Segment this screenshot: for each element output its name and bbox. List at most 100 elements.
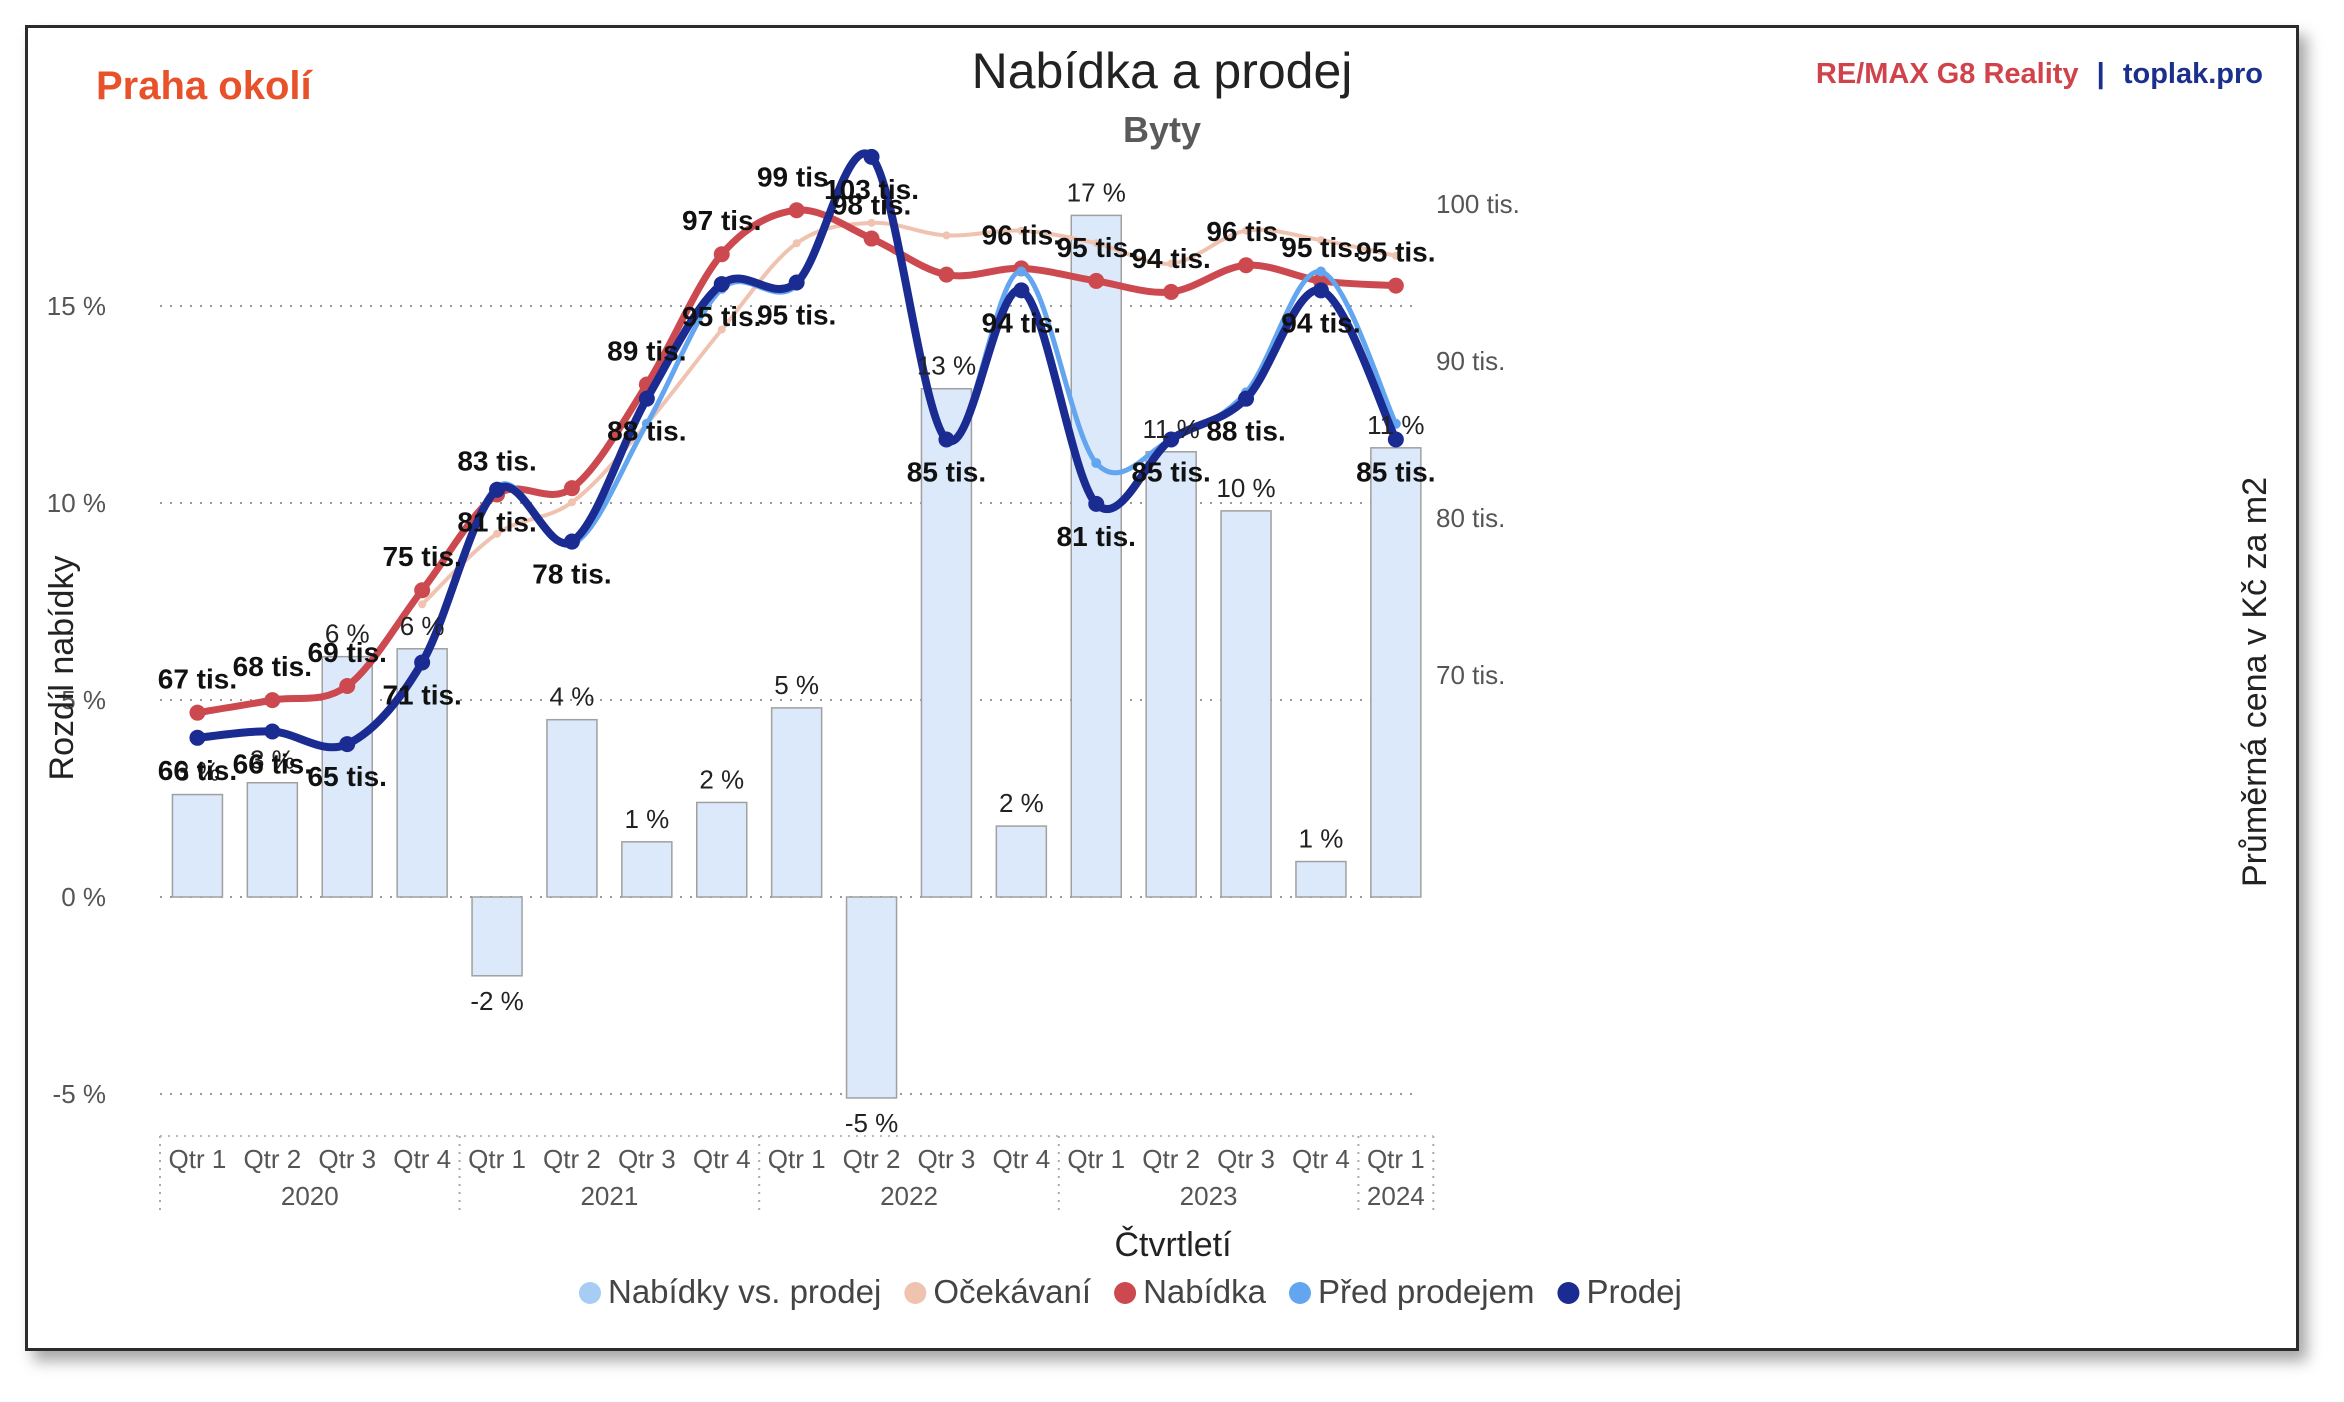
- bar-label: 2 %: [699, 764, 744, 794]
- legend-marker: [1288, 1282, 1311, 1304]
- series-point: [788, 202, 805, 219]
- sale-value-label: 71 tis.: [382, 679, 461, 710]
- series-point: [1238, 257, 1255, 274]
- bar: [1295, 860, 1347, 898]
- x-tick-label: Qtr 3: [618, 1144, 676, 1174]
- sale-value-label: 95 tis.: [757, 300, 836, 331]
- offer-value-label: 97 tis.: [682, 205, 761, 236]
- x-tick-label: Qtr 4: [693, 1144, 751, 1174]
- x-tick-label: Qtr 1: [1367, 1144, 1425, 1174]
- offer-value-label: 99 tis.: [757, 161, 836, 192]
- series-point: [867, 218, 876, 227]
- x-tick-label: Qtr 2: [843, 1144, 901, 1174]
- x-tick-label: Qtr 2: [243, 1144, 301, 1174]
- bar-label: 13 %: [917, 351, 976, 381]
- series-point: [788, 274, 805, 291]
- x-tick-label: Qtr 1: [169, 1144, 227, 1174]
- bar-label: 4 %: [550, 682, 595, 712]
- x-tick-label: Qtr 3: [1217, 1144, 1275, 1174]
- bar: [546, 718, 598, 898]
- series-point: [1013, 282, 1030, 299]
- bar-label: 17 %: [1067, 177, 1126, 207]
- bar: [1145, 451, 1197, 898]
- sale-value-label: 85 tis.: [1356, 457, 1435, 488]
- series-point: [1088, 495, 1105, 512]
- bar-label: 11 %: [1142, 414, 1199, 444]
- chart-subtitle: Byty: [1123, 109, 1201, 150]
- series-point: [339, 736, 356, 753]
- series-point: [1092, 239, 1101, 248]
- x-tick-label: Qtr 4: [992, 1144, 1050, 1174]
- series-point: [938, 266, 955, 283]
- series-point: [1242, 226, 1251, 235]
- y-left-tick-label: 10 %: [47, 488, 106, 518]
- series-point: [414, 582, 431, 599]
- x-year-label: 2024: [1367, 1181, 1425, 1211]
- x-tick-label: Qtr 2: [543, 1144, 601, 1174]
- offer-value-label: 83 tis.: [457, 445, 536, 476]
- bar-label: 1 %: [1299, 824, 1344, 854]
- series-point: [1163, 431, 1180, 448]
- series-point: [489, 481, 506, 498]
- sale-value-label: 81 tis.: [1057, 521, 1136, 552]
- offer-value-label: 89 tis.: [607, 336, 686, 367]
- y-right-tick-label: 70 tis.: [1436, 660, 1505, 690]
- legend-marker: [1114, 1282, 1137, 1304]
- series-point: [189, 704, 206, 721]
- series-point: [1387, 277, 1404, 294]
- bar-label: 6 %: [400, 611, 445, 641]
- bar: [1370, 447, 1422, 898]
- series-point: [641, 418, 652, 429]
- series-point: [418, 600, 427, 609]
- bar-label: 3 %: [175, 757, 220, 787]
- y-right-tick-label: 80 tis.: [1436, 503, 1505, 533]
- x-tick-label: Qtr 1: [768, 1144, 826, 1174]
- bar: [696, 801, 748, 898]
- series-point: [264, 723, 281, 740]
- series-point: [189, 729, 206, 746]
- series-point: [1387, 431, 1404, 448]
- brand-site: toplak.pro: [2123, 58, 2263, 90]
- series-point: [1238, 390, 1255, 407]
- legend-marker: [579, 1282, 601, 1304]
- x-tick-label: Qtr 2: [1142, 1144, 1200, 1174]
- sale-value-label: 66 tis.: [233, 749, 312, 780]
- offer-value-label: 69 tis.: [308, 637, 387, 668]
- legend-item: Nabídka: [1143, 1273, 1267, 1310]
- y-right-tick-label: 90 tis.: [1436, 346, 1505, 376]
- offer-value-label: 95 tis.: [1281, 232, 1360, 263]
- y-axis-right-title: Průměrná cena v Kč za m2: [2236, 477, 2274, 887]
- legend-item: Před prodejem: [1318, 1273, 1534, 1310]
- bar: [770, 707, 823, 898]
- series-point: [414, 654, 431, 671]
- bar: [621, 841, 673, 898]
- series-point: [1016, 266, 1027, 277]
- series-point: [339, 677, 356, 694]
- x-year-label: 2020: [281, 1181, 339, 1211]
- x-tick-label: Qtr 4: [1292, 1144, 1350, 1174]
- bar-label: 3 %: [250, 745, 295, 775]
- offer-value-label: 96 tis.: [1206, 216, 1285, 247]
- series-point: [863, 148, 880, 165]
- offer-value-label: 67 tis.: [158, 664, 237, 695]
- data-labels: 3 % 3 % 6 % 6 % -2 % 4 % 1 % 2 % 5 % -5 % 13 % 2 % 1…: [158, 161, 1436, 1138]
- bar-label: 6 %: [325, 619, 370, 649]
- chart-title: Nabídka a prodej: [972, 43, 1353, 99]
- offer-value-label: 96 tis.: [982, 219, 1061, 250]
- series-point: [264, 692, 281, 709]
- bar: [471, 896, 523, 977]
- offer-value-label: 75 tis.: [382, 541, 461, 572]
- bar-label: -5 %: [845, 1108, 898, 1138]
- y-left-tick-label: 0 %: [61, 882, 106, 912]
- x-year-label: 2021: [580, 1181, 638, 1211]
- series-point: [1316, 236, 1325, 245]
- bar-label: 11 %: [1367, 410, 1424, 440]
- series-point: [493, 529, 502, 538]
- sale-value-label: 65 tis.: [308, 761, 387, 792]
- series-point: [1091, 458, 1102, 469]
- x-tick-label: Qtr 1: [1067, 1144, 1125, 1174]
- sale-value-label: 88 tis.: [607, 416, 686, 447]
- sale-value-label: 78 tis.: [532, 559, 611, 590]
- brand-line: RE/MAX G8 Reality | toplak.pro: [1816, 58, 2263, 90]
- line-series: [189, 148, 1404, 753]
